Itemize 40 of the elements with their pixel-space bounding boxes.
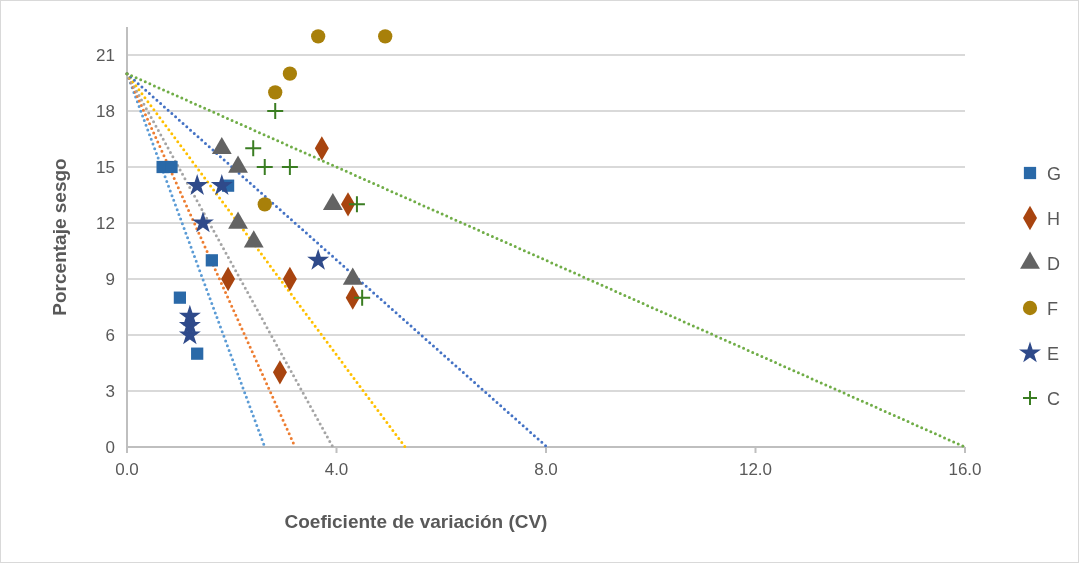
- point: [186, 174, 209, 196]
- point: [353, 288, 372, 307]
- point: [244, 139, 263, 158]
- x-tick-label: 8.0: [534, 460, 558, 479]
- point: [280, 158, 299, 176]
- y-tick-label: 21: [96, 46, 115, 65]
- x-tick-label: 12.0: [738, 460, 773, 479]
- point: [257, 197, 272, 212]
- legend-label: F: [1047, 299, 1058, 319]
- x-tick-label: 4.0: [324, 460, 349, 479]
- point: [205, 254, 218, 267]
- legend-label: G: [1047, 164, 1062, 184]
- point: [266, 102, 285, 120]
- point: [268, 85, 283, 100]
- point: [311, 29, 326, 44]
- point: [191, 347, 204, 360]
- point: [282, 66, 298, 81]
- y-tick-label: 18: [96, 102, 115, 121]
- point: [173, 291, 187, 304]
- point: [347, 195, 366, 214]
- x-tick-label: 16.0: [948, 460, 982, 479]
- point: [165, 160, 178, 174]
- x-axis-title: Coeficiente de variación (CV): [284, 511, 548, 532]
- legend-label: D: [1047, 254, 1060, 274]
- y-tick-label: 15: [96, 158, 115, 177]
- point: [210, 174, 233, 196]
- legend-label: C: [1047, 389, 1060, 409]
- y-tick-label: 12: [96, 214, 115, 233]
- legend-label: H: [1047, 209, 1060, 229]
- x-tick-label: 0.0: [115, 460, 139, 479]
- point: [378, 29, 393, 44]
- y-tick-label: 9: [105, 270, 115, 289]
- legend-label: E: [1047, 344, 1060, 364]
- y-tick-label: 3: [105, 382, 115, 401]
- point: [255, 158, 274, 176]
- point: [191, 211, 214, 233]
- y-tick-label: 0: [105, 438, 115, 457]
- y-tick-label: 6: [105, 326, 115, 345]
- point: [307, 248, 330, 270]
- y-axis-title: Porcentaje sesgo: [49, 158, 70, 316]
